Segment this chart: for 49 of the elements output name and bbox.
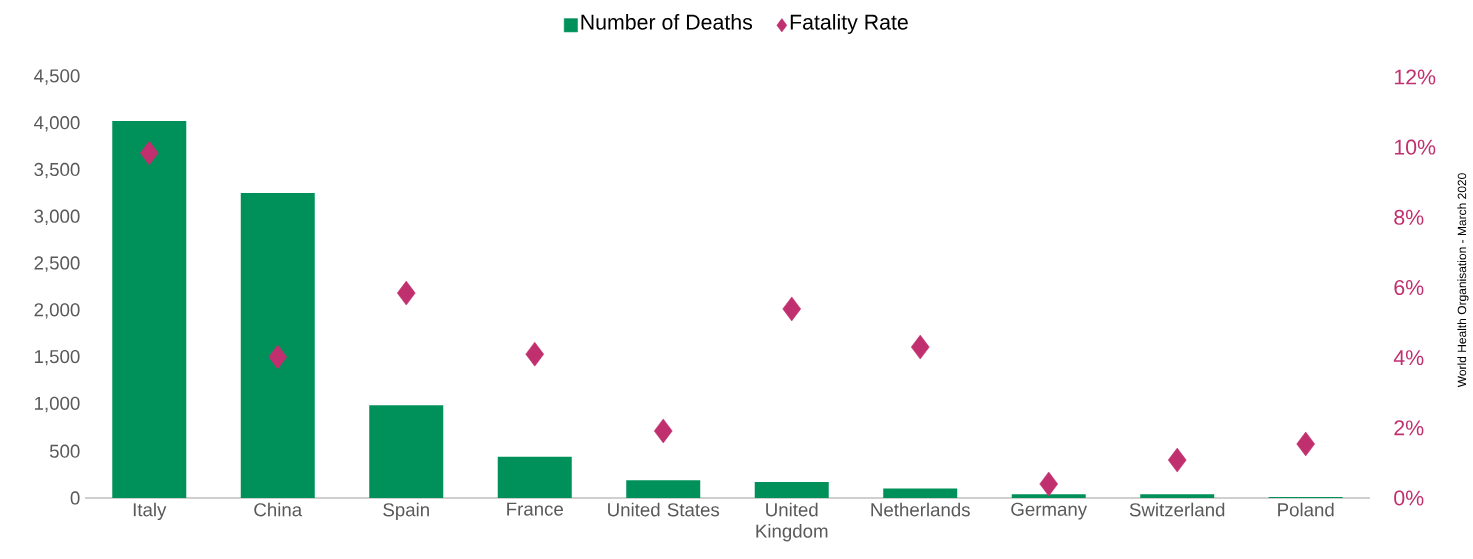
x-tick-label: Spain [383,502,429,521]
y-tick-label: 1,500 [35,349,80,366]
x-tick-label: Switzerland [1129,502,1225,517]
point [139,140,159,166]
bar [1011,494,1086,498]
x-tick-label: United Kingdom [756,502,828,542]
bar [626,480,701,498]
x-tick-label: France [507,502,563,516]
x-tick-label: Germany [1011,502,1088,520]
legend-label: Number of Deaths [581,14,753,30]
y2-tick-label: 10% [1394,139,1436,155]
point [782,296,802,322]
y-tick-label: 500 [49,444,80,458]
bar [497,456,572,498]
y-tick-label: 3,000 [34,209,80,226]
x-tick-label: Italy [133,502,167,521]
x-tick-label: Netherlands [871,502,970,517]
y2-tick-label: 8% [1394,209,1424,225]
y-tick-label: 4,000 [34,116,80,132]
bar [883,488,958,498]
y-tick-label: 1,000 [35,396,80,413]
y2-tick-label: 4% [1393,350,1424,366]
x-tick-label: United States [608,502,720,517]
y-tick-label: 0 [70,491,80,505]
point [525,341,545,367]
bar [1140,494,1215,498]
y-tick-label: 3,500 [34,162,80,179]
y2-tick-label: 12% [1394,69,1436,85]
text: World Health Organisation - March 2020 [1457,173,1469,388]
x-tick-label: Poland [1278,502,1334,517]
point [1039,471,1058,497]
legend-label: Fatality Rate [790,14,908,34]
y-tick-label: 2,500 [34,256,80,272]
x-tick-label: China [254,502,303,517]
y2-tick-label: 2% [1394,420,1424,436]
bar [240,193,315,498]
y-tick-label: 2,000 [34,303,80,319]
point [910,334,930,360]
y-tick-label: 4,500 [34,69,80,85]
point [268,344,288,370]
bar [112,120,187,498]
y2-tick-label: 6% [1394,279,1424,296]
point [1296,431,1315,457]
point [396,280,416,306]
point [653,418,673,444]
y2-tick-label: 0% [1394,490,1424,506]
bar [754,482,829,498]
bar [369,405,444,498]
point [1167,447,1187,473]
